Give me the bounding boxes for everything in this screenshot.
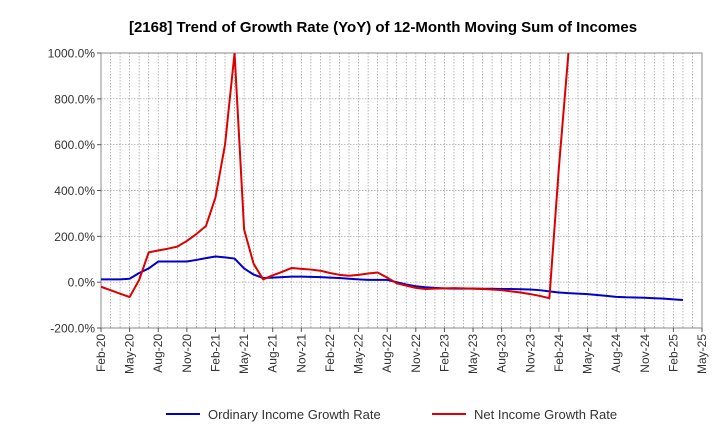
x-tick-label: Nov-24	[638, 334, 652, 373]
x-tick-label: May-23	[466, 334, 480, 374]
y-tick-label: 400.0%	[54, 184, 95, 198]
x-tick-label: Nov-22	[409, 334, 423, 373]
x-tick-label: Feb-25	[666, 334, 680, 372]
series-line-net-income	[101, 53, 570, 300]
legend: Ordinary Income Growth Rate Net Income Gr…	[166, 407, 617, 422]
x-tick-label: Aug-22	[380, 334, 394, 373]
x-tick-label: Nov-21	[294, 334, 308, 373]
x-tick-label: May-22	[352, 334, 366, 374]
chart-title: [2168] Trend of Growth Rate (YoY) of 12-…	[129, 19, 637, 36]
y-tick-label: 600.0%	[54, 138, 95, 152]
x-tick-label: Feb-22	[323, 334, 337, 372]
x-tick-label: Aug-21	[266, 334, 280, 373]
x-tick-label: Aug-20	[151, 334, 165, 373]
series-lines	[101, 53, 683, 302]
y-tick-label: 200.0%	[54, 230, 95, 244]
y-tick-label: 0.0%	[68, 276, 96, 290]
x-tick-label: Feb-21	[208, 334, 222, 372]
x-tick-label: May-21	[237, 334, 251, 374]
axes: 1000.0% 800.0% 600.0% 400.0% 200.0% 0.0% -200.…	[48, 47, 709, 375]
x-tick-label: Aug-24	[609, 334, 623, 373]
y-tick-label: 1000.0%	[48, 47, 96, 61]
x-tick-label: May-24	[581, 334, 595, 374]
x-tick-label: Nov-23	[523, 334, 537, 373]
x-tick-label: Feb-20	[94, 334, 108, 372]
x-tick-label: Feb-23	[437, 334, 451, 372]
legend-label: Net Income Growth Rate	[474, 407, 617, 422]
y-tick-label: -200.0%	[50, 322, 95, 336]
grid	[101, 52, 702, 329]
legend-label: Ordinary Income Growth Rate	[208, 407, 381, 422]
x-tick-label: May-20	[123, 334, 137, 374]
x-tick-label: Feb-24	[552, 334, 566, 372]
y-tick-label: 800.0%	[54, 92, 95, 106]
x-tick-label: May-25	[695, 334, 709, 374]
x-tick-label: Nov-20	[180, 334, 194, 373]
x-tick-label: Aug-23	[495, 334, 509, 373]
